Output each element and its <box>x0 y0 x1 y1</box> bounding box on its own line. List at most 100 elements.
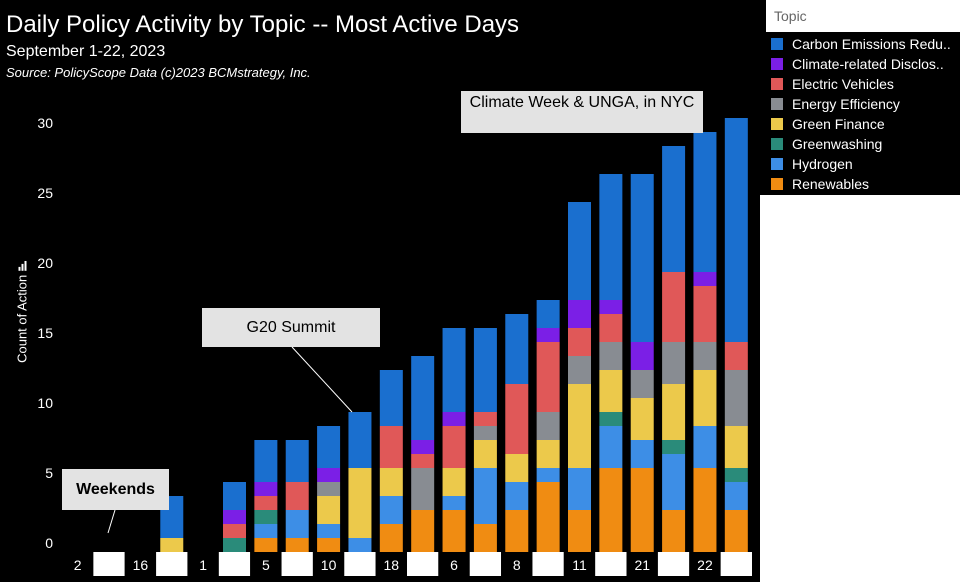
x-band-cell <box>187 552 219 576</box>
y-tick-label: 5 <box>45 465 53 481</box>
bar-segment-carbon-emissions-reduction <box>505 314 529 384</box>
bar-segment-hydrogen <box>285 510 309 538</box>
bar-segment-renewables <box>442 510 466 552</box>
legend-item[interactable]: Green Finance <box>766 114 960 134</box>
bar-segment-greenwashing <box>599 412 623 426</box>
bar-segment-climate-related-disclosures <box>568 300 591 328</box>
bar-segment-carbon-emissions-reduction <box>630 174 654 342</box>
y-axis: 0 5 10 15 20 25 30 <box>37 115 53 551</box>
bar-segment-hydrogen <box>505 482 529 510</box>
bar-segment-renewables <box>473 524 497 552</box>
bar-segment-electric-vehicles <box>223 524 246 538</box>
bar-segment-energy-efficiency <box>630 370 654 398</box>
legend-label: Climate-related Disclos.. <box>792 56 944 72</box>
bar-segment-hydrogen <box>442 496 466 510</box>
bar-segment-climate-related-disclosures <box>442 412 466 426</box>
legend-label: Electric Vehicles <box>792 76 894 92</box>
bar-segment-green-finance <box>536 440 560 468</box>
bar-segment-greenwashing <box>724 468 748 482</box>
legend-label: Green Finance <box>792 116 885 132</box>
bar-segment-renewables <box>693 468 717 552</box>
x-band-cell <box>407 552 439 576</box>
annotation-leaders <box>107 346 353 534</box>
bar-segment-green-finance <box>568 384 591 468</box>
bar-segment-carbon-emissions-reduction <box>724 118 748 342</box>
bar-segment-electric-vehicles <box>599 314 623 342</box>
bar-segment-renewables <box>599 468 623 552</box>
x-axis-ticks: 2 16 1 5 10 18 6 8 11 21 22 <box>74 557 713 573</box>
bar-segment-renewables <box>317 538 341 552</box>
annotation-g20-summit: G20 Summit <box>202 308 380 347</box>
bar-segment-energy-efficiency <box>599 342 623 370</box>
legend-item[interactable]: Electric Vehicles <box>766 74 960 94</box>
legend-swatch <box>771 138 783 150</box>
bar-segment-green-finance <box>348 468 372 538</box>
bar-segment-climate-related-disclosures <box>630 342 654 370</box>
bar-segment-electric-vehicles <box>505 384 529 454</box>
bar-segment-energy-efficiency <box>536 412 560 440</box>
bar-segment-energy-efficiency <box>724 370 748 426</box>
bar-segment-hydrogen <box>630 440 654 468</box>
bar-segment-electric-vehicles <box>442 426 466 468</box>
legend-header[interactable]: Topic <box>766 0 960 32</box>
legend-item[interactable]: Hydrogen <box>766 154 960 174</box>
x-band-cell <box>62 552 94 576</box>
bar-segment-green-finance <box>630 398 654 440</box>
bar-segment-renewables <box>568 510 591 552</box>
y-tick-label: 10 <box>37 395 53 411</box>
bar-segment-hydrogen <box>473 468 497 524</box>
bar-segment-hydrogen <box>568 468 591 510</box>
legend-item[interactable]: Energy Efficiency <box>766 94 960 114</box>
x-band-cell <box>250 552 282 576</box>
legend-item[interactable]: Carbon Emissions Redu.. <box>766 34 960 54</box>
bar-segment-energy-efficiency <box>317 482 341 496</box>
x-band-cell <box>312 552 345 576</box>
y-axis-label: Count of Action <box>15 261 30 363</box>
x-band-cell <box>218 552 251 576</box>
x-band-cell <box>124 552 157 576</box>
legend-item[interactable]: Renewables <box>766 174 960 194</box>
bar-segment-electric-vehicles <box>536 342 560 412</box>
legend-swatch <box>771 178 783 190</box>
bar-segment-carbon-emissions-reduction <box>662 146 686 272</box>
x-band-cell <box>93 552 125 576</box>
x-band-cell <box>626 552 658 576</box>
bar-chart-icon <box>18 261 27 272</box>
legend-swatch <box>771 158 783 170</box>
bar-segment-carbon-emissions-reduction <box>223 482 246 510</box>
bar-segment-electric-vehicles <box>724 342 748 370</box>
bar-segment-carbon-emissions-reduction <box>411 356 435 440</box>
bar-segment-greenwashing <box>662 440 686 454</box>
bar-segment-carbon-emissions-reduction <box>568 202 591 300</box>
y-tick-label: 30 <box>37 115 53 131</box>
bar-segment-electric-vehicles <box>285 482 309 510</box>
bar-segment-hydrogen <box>348 538 372 552</box>
bar-segment-renewables <box>505 510 529 552</box>
x-band-cell <box>595 552 627 576</box>
x-tick-label: 22 <box>697 557 713 573</box>
bar-segment-green-finance <box>599 370 623 412</box>
bar-segment-green-finance <box>724 426 748 468</box>
bar-segment-hydrogen <box>724 482 748 510</box>
bar-segment-green-finance <box>473 440 497 468</box>
bar-segment-carbon-emissions-reduction <box>379 370 403 426</box>
x-axis-band <box>62 552 752 576</box>
legend-item[interactable]: Climate-related Disclos.. <box>766 54 960 74</box>
bar-segment-renewables <box>630 468 654 552</box>
chart-source: Source: PolicyScope Data (c)2023 BCMstra… <box>6 65 311 80</box>
legend-swatch <box>771 58 783 70</box>
x-tick-label: 11 <box>572 557 587 573</box>
legend-item[interactable]: Greenwashing <box>766 134 960 154</box>
bar-segment-hydrogen <box>693 426 717 468</box>
x-tick-label: 6 <box>450 557 458 573</box>
chart-title: Daily Policy Activity by Topic -- Most A… <box>6 11 520 38</box>
x-band-cell <box>375 552 407 576</box>
y-tick-label: 25 <box>37 185 53 201</box>
x-band-cell <box>469 552 502 576</box>
x-tick-label: 10 <box>321 557 337 573</box>
bar-segment-energy-efficiency <box>693 342 717 370</box>
bar-segment-climate-related-disclosures <box>223 510 246 524</box>
x-tick-label: 8 <box>513 557 521 573</box>
legend-swatch <box>771 118 783 130</box>
